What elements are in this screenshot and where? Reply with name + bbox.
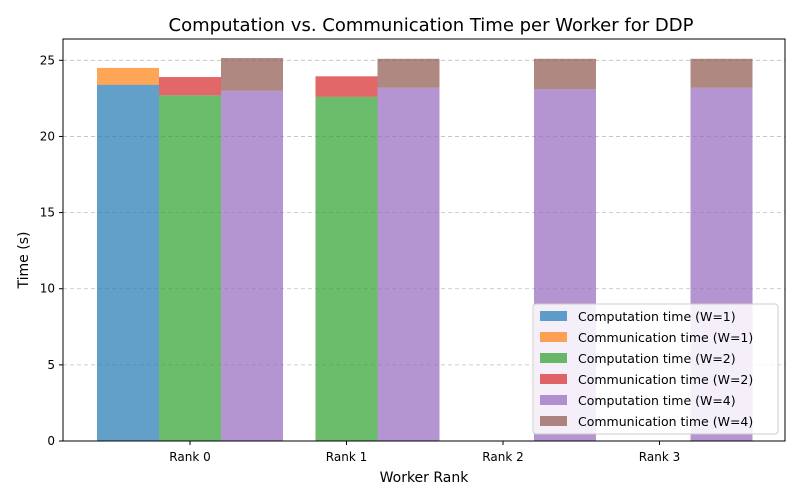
- y-axis-label: Time (s): [16, 232, 32, 290]
- plot-frame: [62, 38, 786, 442]
- bar-communication-w4: [377, 58, 440, 88]
- y-tick-label: 15: [40, 206, 55, 220]
- x-axis-label: Worker Rank: [380, 470, 470, 486]
- legend-entry-label: Computation time (W=1): [578, 309, 736, 324]
- legend-entry-label: Communication time (W=4): [578, 414, 753, 429]
- legend: Computation time (W=1) Communication time…: [532, 303, 779, 435]
- legend-swatch: [540, 311, 567, 321]
- legend-swatch: [540, 374, 567, 384]
- bar-communication-w2: [315, 76, 378, 97]
- legend-swatch: [540, 395, 567, 405]
- bar-computation-w4: [221, 90, 283, 441]
- y-tick-label: 20: [40, 129, 55, 143]
- bar-communication-w4: [534, 58, 596, 90]
- legend-box: [532, 303, 779, 435]
- legend-swatch: [540, 416, 567, 426]
- y-tick-label: 0: [47, 434, 55, 448]
- bar-computation-w1: [97, 84, 159, 441]
- bar-communication-w4: [690, 58, 753, 88]
- bar-communication-w4: [221, 58, 283, 91]
- y-tick-label: 25: [40, 53, 55, 67]
- bar-communication-w1: [97, 67, 159, 85]
- legend-entry-label: Computation time (W=2): [578, 351, 736, 366]
- y-tick-label: 5: [47, 358, 55, 372]
- legend-entry-label: Communication time (W=1): [578, 330, 753, 345]
- x-tick-label: Rank 0: [169, 450, 210, 464]
- bar-computation-w4: [377, 87, 440, 442]
- x-tick-label: Rank 2: [482, 450, 523, 464]
- legend-swatch: [540, 332, 567, 342]
- axes-layer: 0 5 10 15 20 25 Rank 0 Rank 1 Rank 2 Rank 3: [40, 53, 681, 464]
- y-tick-label: 10: [40, 282, 55, 296]
- bar-communication-w2: [159, 77, 221, 96]
- legend-swatch: [540, 353, 567, 363]
- x-tick-label: Rank 1: [326, 450, 367, 464]
- legend-entry-label: Computation time (W=4): [578, 393, 736, 408]
- bar-computation-w2: [315, 96, 378, 441]
- bar-computation-w2: [159, 95, 221, 441]
- x-tick-label: Rank 3: [639, 450, 680, 464]
- chart-title: Computation vs. Communication Time per W…: [169, 15, 694, 36]
- legend-entry-label: Communication time (W=2): [578, 372, 753, 387]
